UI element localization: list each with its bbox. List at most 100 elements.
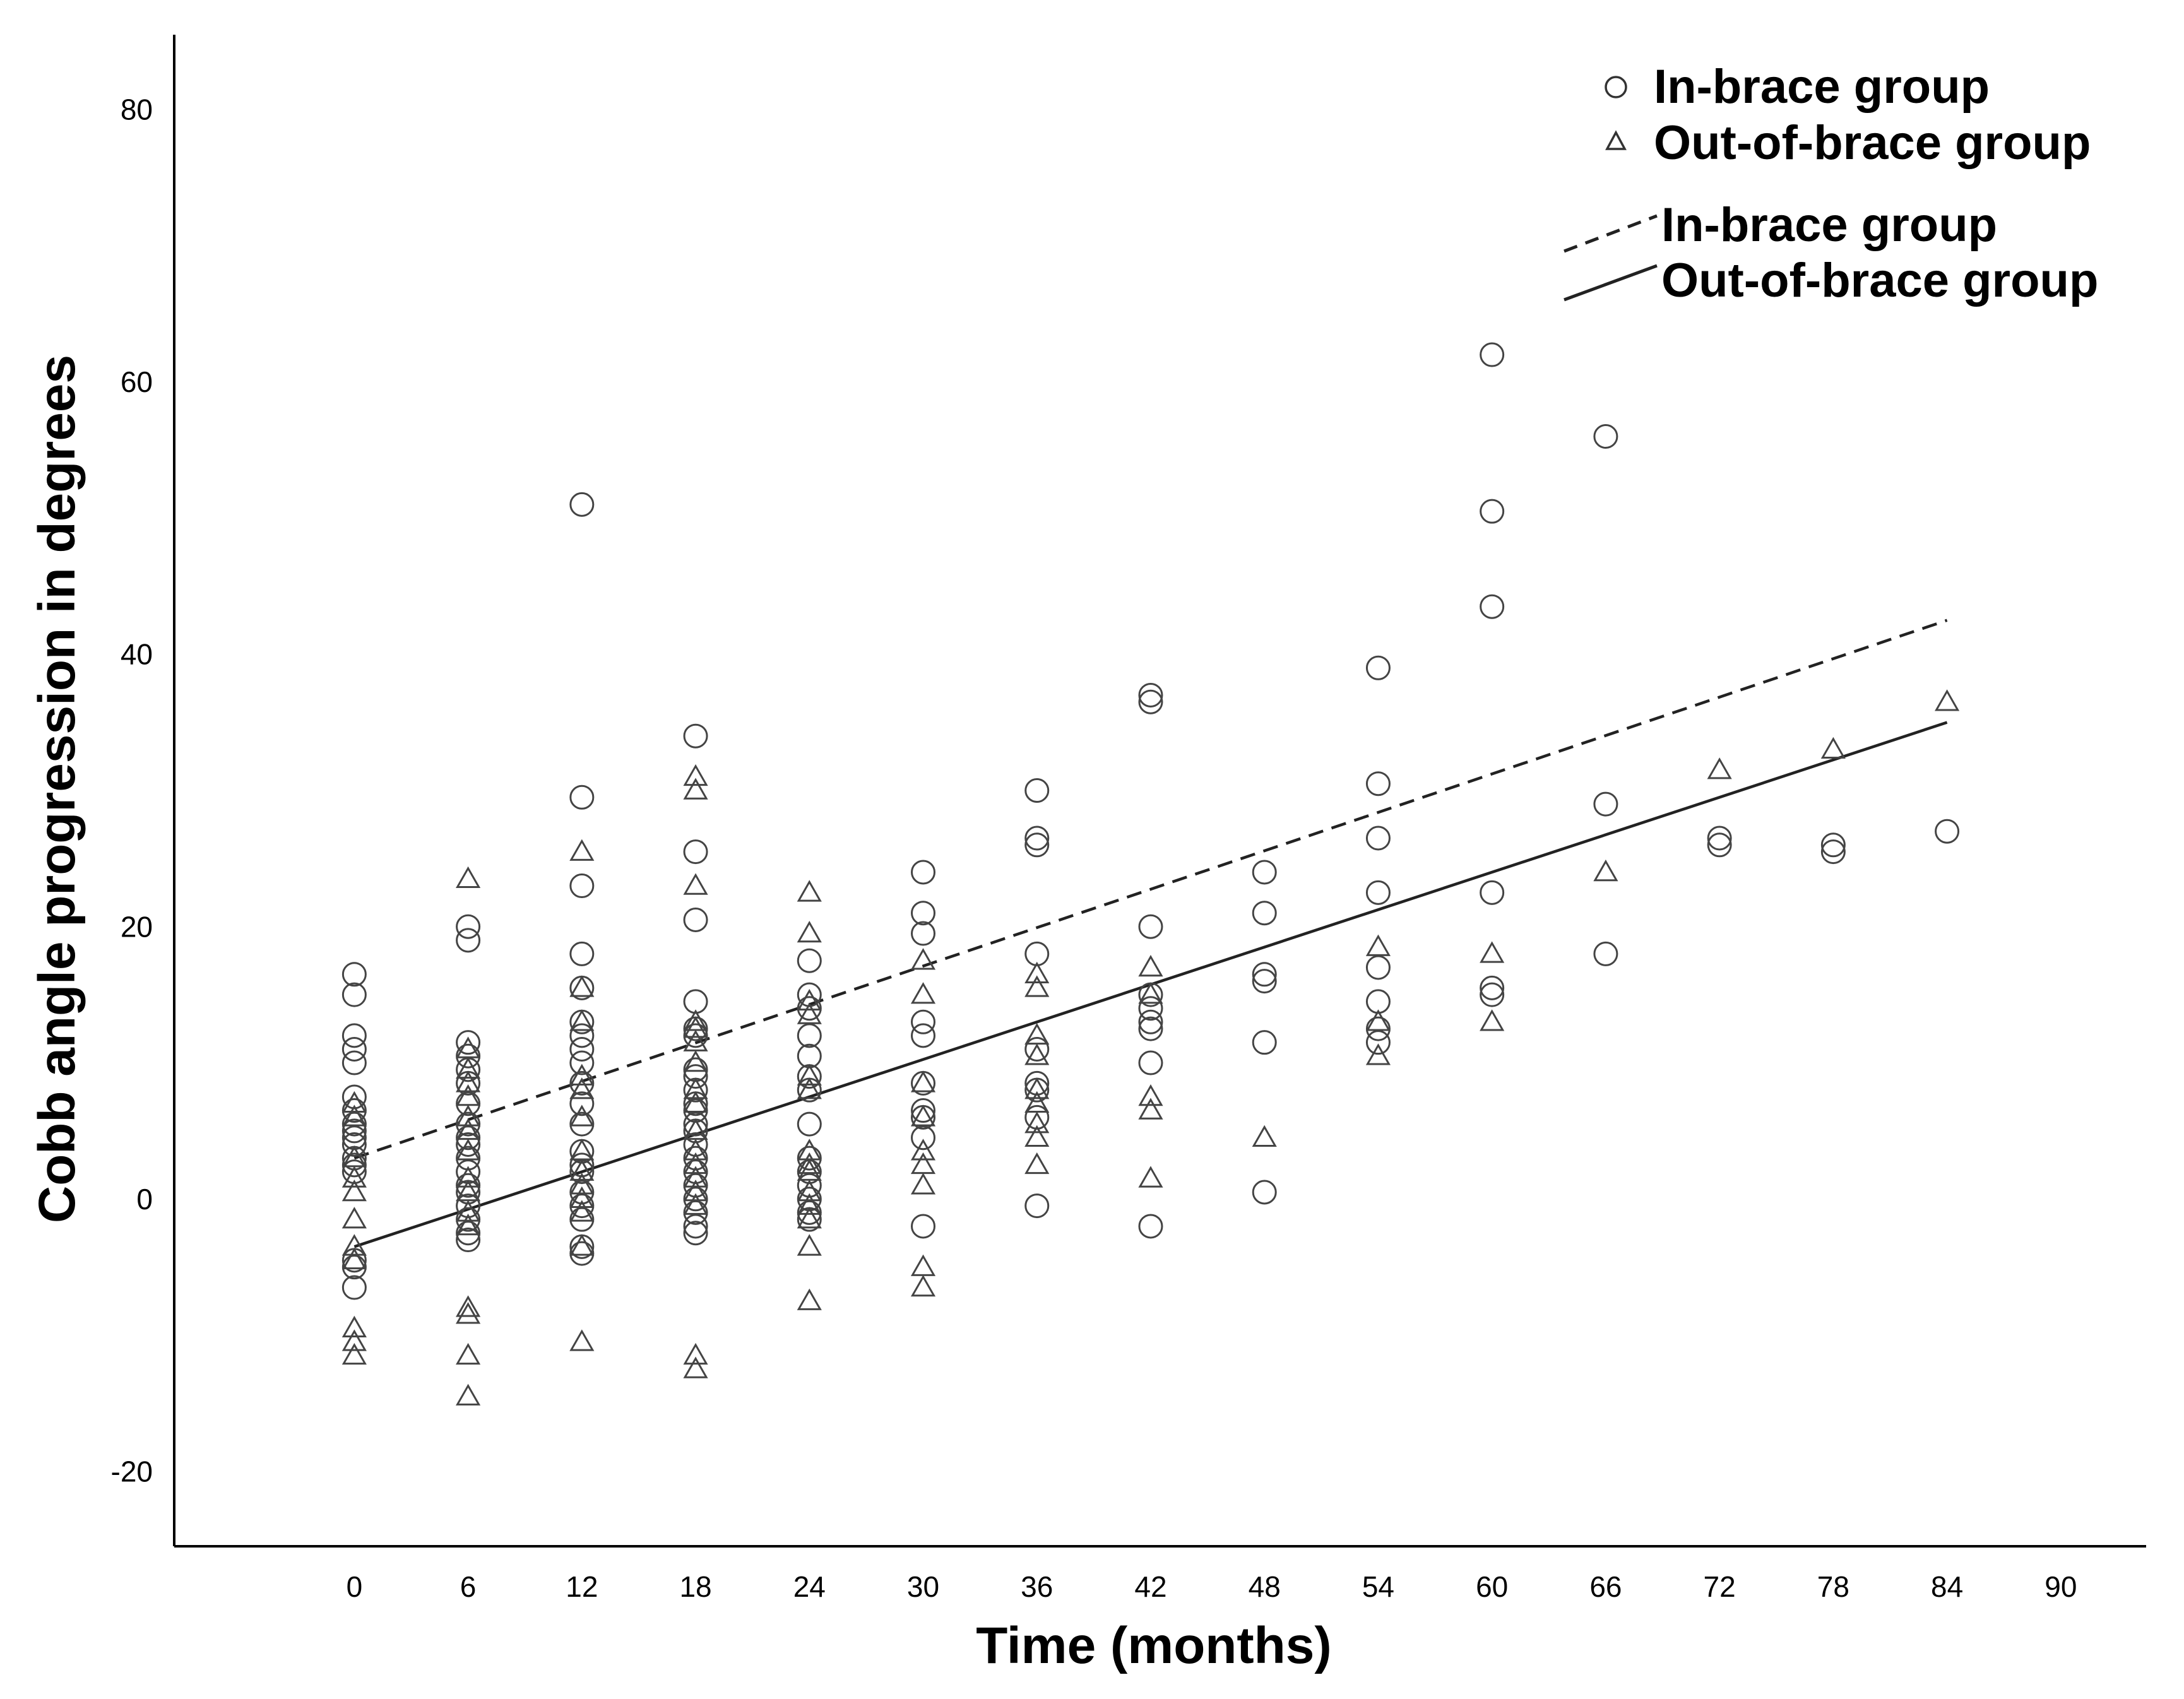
out-of-brace-point	[913, 984, 934, 1003]
x-tick-label: 42	[1134, 1570, 1166, 1603]
legend-line-label-in-brace: In-brace group	[1661, 198, 1997, 252]
out-of-brace-point	[343, 1181, 365, 1200]
in-brace-point	[1481, 595, 1504, 618]
x-tick-label: 24	[793, 1570, 826, 1603]
out-of-brace-point	[343, 1345, 365, 1364]
in-brace-point	[457, 1092, 480, 1115]
out-of-brace-point	[685, 1345, 706, 1364]
in-brace-point	[1367, 956, 1389, 979]
out-of-brace-point	[458, 1345, 479, 1364]
in-brace-point	[1481, 500, 1504, 523]
y-tick-label: 40	[121, 638, 153, 671]
in-brace-point	[798, 1024, 821, 1047]
in-brace-point	[1253, 861, 1276, 884]
out-of-brace-point	[1140, 1168, 1161, 1187]
in-brace-point	[1253, 1181, 1276, 1204]
in-brace-point	[571, 1072, 593, 1094]
out-of-brace-point	[1822, 739, 1844, 758]
out-of-brace-point	[1367, 937, 1389, 956]
in-brace-point	[1367, 881, 1389, 904]
in-brace-point	[798, 949, 821, 972]
in-brace-point	[1139, 997, 1162, 1020]
out-of-brace-point	[1026, 1127, 1048, 1146]
y-ticks: -20020406080	[111, 93, 153, 1488]
in-brace-point	[684, 908, 707, 931]
in-brace-point	[571, 1113, 593, 1135]
in-brace-point	[684, 1188, 707, 1211]
in-brace-point	[571, 1208, 593, 1231]
x-tick-label: 90	[2045, 1570, 2077, 1603]
in-brace-point	[1139, 1051, 1162, 1074]
x-tick-label: 6	[460, 1570, 477, 1603]
in-brace-point	[912, 1215, 935, 1238]
out-of-brace-point	[1026, 977, 1048, 996]
data-points	[343, 343, 1958, 1404]
in-brace-point	[571, 1195, 593, 1217]
in-brace-point	[1594, 942, 1617, 965]
in-brace-point	[1481, 343, 1504, 366]
x-tick-label: 66	[1589, 1570, 1622, 1603]
in-brace-point	[1594, 425, 1617, 448]
out-of-brace-point	[458, 1304, 479, 1323]
in-brace-point	[912, 902, 935, 925]
x-tick-label: 72	[1704, 1570, 1736, 1603]
out-of-brace-point	[798, 923, 820, 942]
in-brace-point	[1367, 656, 1389, 679]
in-brace-point	[571, 875, 593, 897]
out-of-brace-point	[1026, 964, 1048, 983]
in-brace-point	[1594, 793, 1617, 815]
in-brace-point	[912, 1024, 935, 1047]
out-of-brace-point	[1140, 957, 1161, 976]
out-of-brace-point	[685, 875, 706, 894]
x-tick-label: 60	[1476, 1570, 1508, 1603]
x-tick-label: 18	[679, 1570, 711, 1603]
in-brace-point	[343, 963, 365, 986]
legend-line-label-out-of-brace: Out-of-brace group	[1661, 254, 2098, 307]
legend-circle-marker	[1606, 77, 1626, 97]
y-tick-label: 20	[121, 910, 153, 943]
out-of-brace-point	[1595, 861, 1617, 880]
out-of-brace-point	[913, 1257, 934, 1276]
in-brace-point	[1026, 779, 1048, 802]
x-ticks: 0 6 12 18 24 30 36 42 48 54 60 66 72 78 84 90	[347, 1570, 2077, 1603]
scatter-chart: 0 6 12 18 24 30 36 42 48 54 60 66 72 78 84 90 -20020406…	[0, 0, 2184, 1699]
in-brace-point	[1253, 902, 1276, 925]
out-of-brace-point	[458, 868, 479, 887]
in-brace-point	[684, 725, 707, 747]
x-tick-label: 36	[1021, 1570, 1053, 1603]
out-of-brace-point	[798, 1236, 820, 1255]
in-brace-point	[343, 983, 365, 1006]
in-brace-point	[912, 922, 935, 945]
in-brace-point	[1936, 820, 1959, 843]
out-of-brace-point	[571, 1331, 593, 1350]
x-tick-label: 30	[907, 1570, 939, 1603]
out-of-brace-point	[1709, 759, 1730, 778]
x-axis-title: Time (months)	[976, 1617, 1331, 1674]
in-brace-point	[343, 1099, 365, 1122]
x-tick-label: 84	[1931, 1570, 1963, 1603]
out-of-brace-point	[1481, 1011, 1503, 1030]
in-brace-point	[457, 1031, 480, 1054]
in-brace-point	[571, 1024, 593, 1047]
out-of-brace-point	[343, 1331, 365, 1350]
in-brace-point	[798, 1147, 821, 1169]
out-of-brace-point	[458, 1386, 479, 1405]
out-of-brace-point	[1140, 1086, 1161, 1105]
in-brace-point	[798, 997, 821, 1020]
out-of-brace-point	[1254, 1127, 1275, 1146]
out-of-brace-point	[798, 1291, 820, 1310]
in-brace-point	[1481, 881, 1504, 904]
out-of-brace-point	[571, 841, 593, 860]
out-of-brace-point	[1140, 1100, 1161, 1119]
in-brace-point	[571, 1051, 593, 1074]
x-tick-label: 12	[566, 1570, 598, 1603]
x-tick-label: 0	[347, 1570, 363, 1603]
in-brace-point	[457, 1208, 480, 1231]
in-brace-point	[798, 1113, 821, 1135]
in-brace-point	[1026, 1038, 1048, 1060]
y-tick-label: 80	[121, 93, 153, 126]
out-of-brace-point	[458, 1297, 479, 1316]
in-brace-point	[571, 1092, 593, 1115]
out-of-brace-point	[685, 766, 706, 785]
out-of-brace-point	[685, 1359, 706, 1378]
